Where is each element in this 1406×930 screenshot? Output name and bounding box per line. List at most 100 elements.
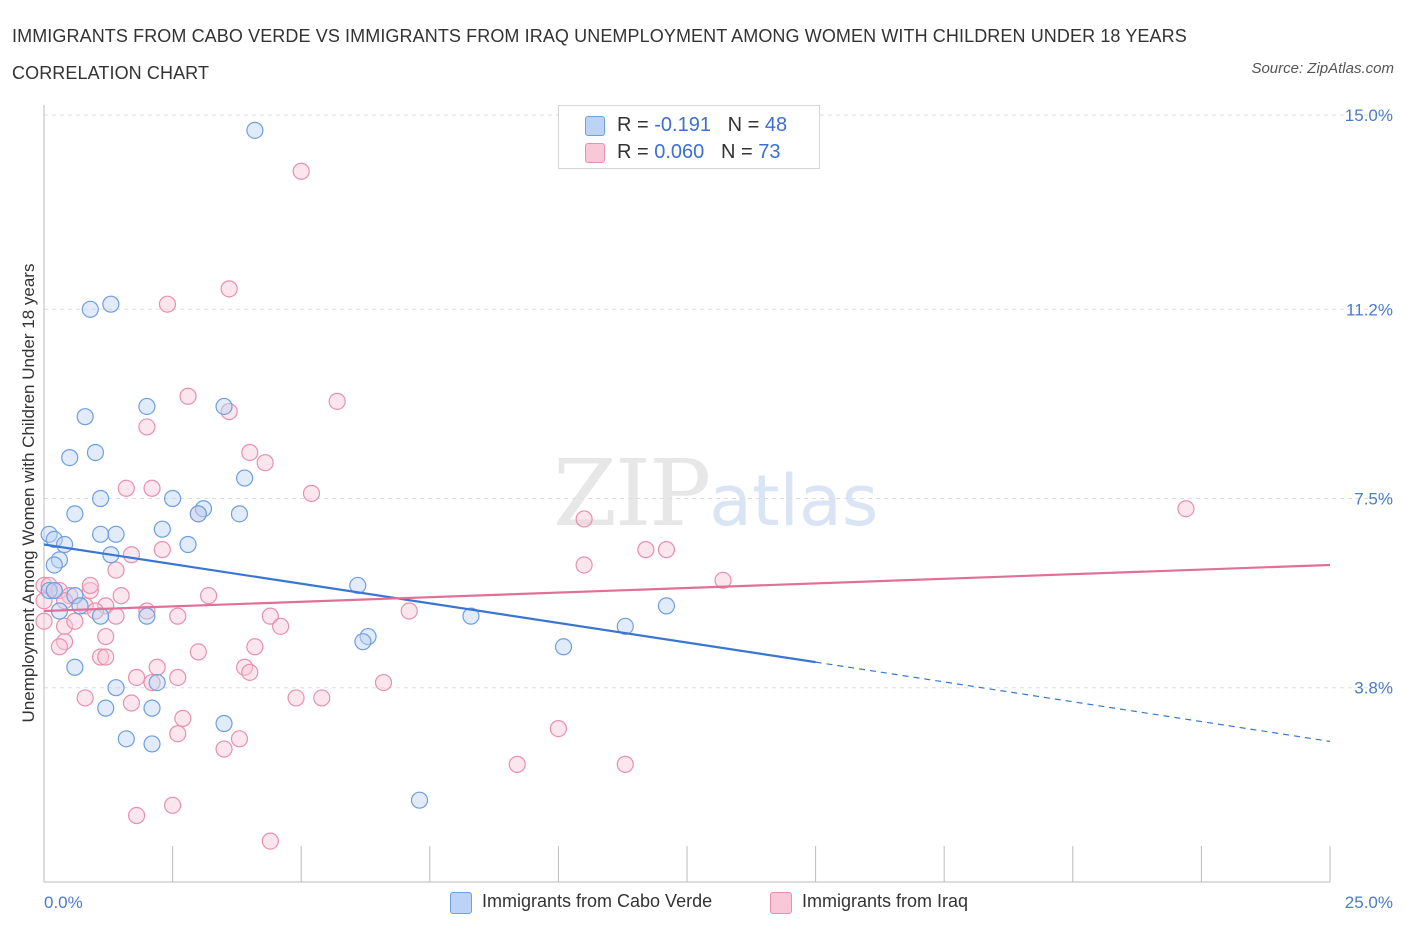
watermark: ZIPatlas <box>553 440 878 547</box>
watermark-atlas: atlas <box>709 460 879 542</box>
iraq-point <box>143 479 161 497</box>
cabo-verde-point <box>86 443 105 462</box>
cabo-verde-point <box>359 627 377 646</box>
iraq-point <box>313 689 331 707</box>
cabo-verde-point <box>230 505 249 523</box>
iraq-point <box>287 689 305 707</box>
cabo-verde-point <box>40 581 58 600</box>
x-tick-label-max: 25.0% <box>1345 893 1393 912</box>
cabo-verde-point <box>153 520 171 538</box>
iraq-point <box>50 638 69 656</box>
cabo-verde-point <box>143 735 161 753</box>
grid-lines <box>44 114 1390 689</box>
iraq-point <box>230 730 249 748</box>
n-value: 48 <box>764 114 788 136</box>
iraq-point <box>261 832 279 850</box>
iraq-point <box>256 454 274 472</box>
iraq-point <box>55 617 74 635</box>
cabo-verde-point <box>71 597 89 615</box>
cabo-verde-point <box>45 581 63 600</box>
iraq-point <box>246 638 264 656</box>
cabo-verde-point <box>55 535 74 554</box>
iraq-point <box>40 576 58 595</box>
cabo-verde-point <box>410 791 429 809</box>
cabo-verde-points <box>40 121 676 809</box>
iraq-point <box>112 587 130 605</box>
cabo-verde-point <box>66 658 84 676</box>
iraq-point <box>148 658 166 676</box>
cabo-verde-point <box>45 556 63 574</box>
source-label: Source: ZipAtlas.com <box>1251 60 1394 77</box>
cabo-verde-point <box>148 673 166 692</box>
iraq-point <box>220 280 238 298</box>
y-tick-label: 7.5% <box>1354 490 1393 509</box>
iraq-point <box>55 633 74 651</box>
cabo-verde-point <box>81 300 99 318</box>
stats-row-cabo-verde: R = -0.191 N = 48 <box>559 112 819 140</box>
iraq-point <box>272 617 290 635</box>
iraq-point <box>241 443 259 462</box>
iraq-point <box>236 658 254 676</box>
iraq-point <box>657 541 676 559</box>
stats-row-iraq: R = 0.060 N = 73 <box>559 139 819 167</box>
cabo-verde-point <box>66 505 84 523</box>
iraq-point <box>616 755 634 773</box>
x-tick-label-min: 0.0% <box>44 893 83 912</box>
cabo-verde-point <box>97 699 115 717</box>
iraq-point <box>169 668 187 687</box>
iraq-point <box>241 663 259 681</box>
iraq-point <box>549 719 568 738</box>
iraq-point <box>61 587 79 605</box>
iraq-point <box>400 602 418 620</box>
cabo-verde-point <box>91 607 110 625</box>
cabo-verde-point <box>138 607 156 625</box>
iraq-point <box>169 725 187 743</box>
iraq-point <box>35 576 53 595</box>
cabo-verde-point <box>554 638 573 656</box>
chart-title: IMMIGRANTS FROM CABO VERDE VS IMMIGRANTS… <box>12 26 1187 83</box>
watermark-zip: ZIP <box>553 440 711 547</box>
iraq-point <box>122 694 141 712</box>
cabo-verde-point <box>61 448 79 467</box>
iraq-point <box>138 418 156 436</box>
iraq-trend-line <box>43 563 1331 613</box>
iraq-point <box>261 607 279 625</box>
cabo-verde-point <box>215 397 233 416</box>
cabo-verde-point <box>138 397 156 416</box>
iraq-point <box>97 648 115 666</box>
cabo-verde-point <box>215 714 233 733</box>
cabo-verde-trend-line <box>43 543 816 664</box>
series-legend: Immigrants from Cabo Verde Immigrants fr… <box>0 889 1406 917</box>
iraq-point <box>374 673 393 692</box>
iraq-point <box>122 546 141 564</box>
cabo-verde-point <box>179 535 197 554</box>
cabo-verde-point <box>107 679 125 697</box>
iraq-point <box>179 387 197 405</box>
cabo-verde-point <box>246 121 264 139</box>
cabo-verde-point <box>66 587 84 605</box>
r-label: R = <box>617 141 655 163</box>
iraq-point <box>1177 500 1195 518</box>
legend-label-cabo-verde: Immigrants from Cabo Verde <box>482 891 713 911</box>
iraq-point <box>174 709 192 727</box>
iraq-point <box>35 592 53 610</box>
iraq-point <box>153 541 171 559</box>
legend-swatch-blue <box>450 892 472 914</box>
iraq-point <box>215 740 233 758</box>
iraq-point <box>35 612 53 630</box>
cabo-verde-point <box>616 617 634 635</box>
iraq-point <box>66 612 84 630</box>
swatch-pink <box>585 143 605 163</box>
iraq-point <box>328 392 346 410</box>
iraq-point <box>91 648 110 666</box>
iraq-point <box>164 796 182 814</box>
legend-swatch-pink <box>770 892 792 914</box>
r-value: 0.060 <box>654 141 705 163</box>
iraq-point <box>107 607 125 625</box>
cabo-verde-point <box>45 530 63 549</box>
swatch-blue <box>585 116 605 136</box>
iraq-point <box>143 673 161 692</box>
cabo-verde-point <box>107 525 125 543</box>
cabo-verde-point <box>117 730 135 748</box>
iraq-point <box>169 607 187 625</box>
